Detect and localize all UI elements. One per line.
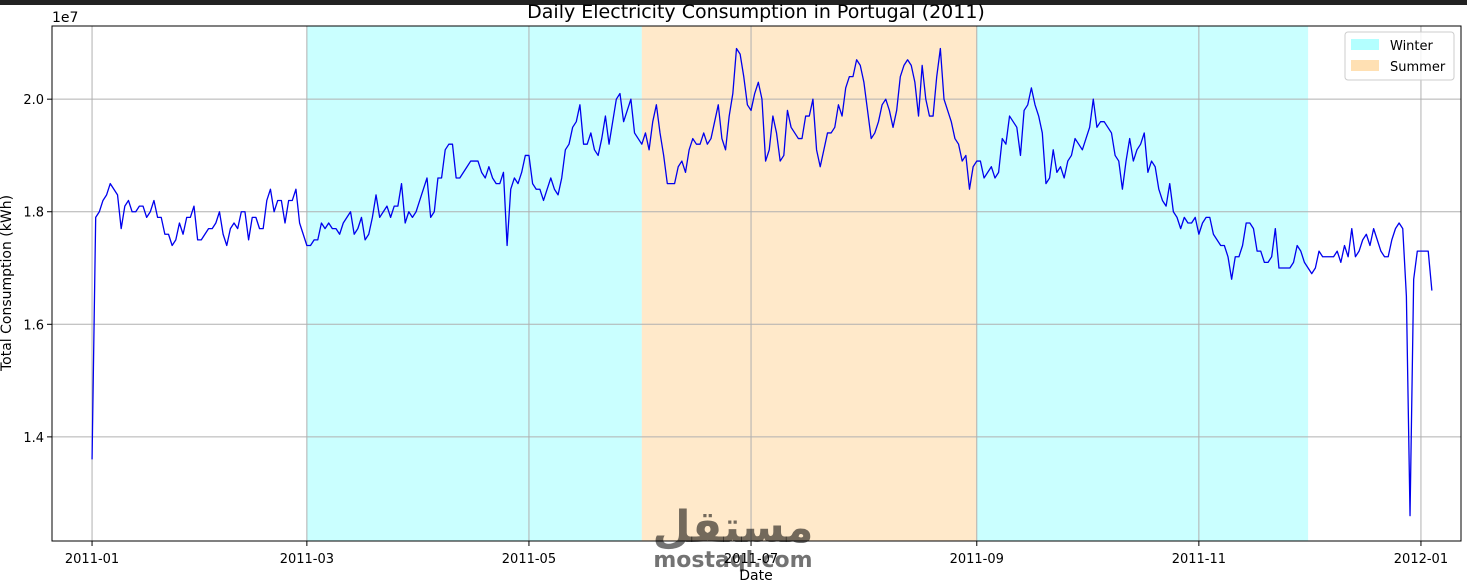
consumption-line-1 bbox=[91, 47, 1433, 517]
watermark-arabic-text: مستقل bbox=[653, 502, 814, 553]
x-tick-label-1: 2011-01 bbox=[65, 552, 119, 567]
x-tick-label-2: 2011-03 bbox=[280, 552, 334, 567]
x-tick-label-3: 2011-05 bbox=[502, 552, 556, 567]
y-axis-multiplier: 1e7 bbox=[52, 10, 78, 26]
legend: Winter Summer bbox=[1344, 31, 1455, 81]
watermark-latin-text: mostaql.com bbox=[653, 548, 812, 573]
window-top-bar bbox=[0, 0, 1467, 5]
y-tick-label-4: 2.0 bbox=[23, 93, 44, 108]
season-region-winter-1 bbox=[306, 26, 642, 541]
x-axis-ticks: 2011-01 2011-03 2011-05 2011-07 2011-09 2011-… bbox=[65, 541, 1448, 567]
chart-title: Daily Electricity Consumption in Portuga… bbox=[527, 1, 985, 23]
x-axis-label: Date bbox=[739, 568, 772, 584]
y-axis-label: Total Consumption (kWh) bbox=[0, 195, 15, 372]
season-region-winter-3 bbox=[976, 26, 1309, 541]
axes-frame bbox=[51, 25, 1462, 542]
y-tick-label-1: 1.4 bbox=[23, 431, 44, 446]
season-regions bbox=[306, 26, 1309, 541]
x-tick-label-4: 2011-07 bbox=[724, 552, 778, 567]
x-tick-label-7: 2012-01 bbox=[1394, 552, 1448, 567]
consumption-series bbox=[91, 47, 1433, 517]
legend-swatch-winter bbox=[1351, 39, 1379, 50]
x-tick-label-5: 2011-09 bbox=[950, 552, 1004, 567]
legend-label-winter: Winter bbox=[1390, 39, 1434, 54]
legend-swatch-summer bbox=[1351, 60, 1379, 71]
y-tick-label-2: 1.6 bbox=[23, 318, 44, 333]
season-region-summer-2 bbox=[641, 26, 977, 541]
y-tick-label-3: 1.8 bbox=[23, 206, 44, 221]
legend-label-summer: Summer bbox=[1390, 60, 1446, 75]
y-axis-ticks: 1.4 1.6 1.8 2.0 bbox=[23, 93, 52, 446]
x-tick-label-6: 2011-11 bbox=[1172, 552, 1226, 567]
